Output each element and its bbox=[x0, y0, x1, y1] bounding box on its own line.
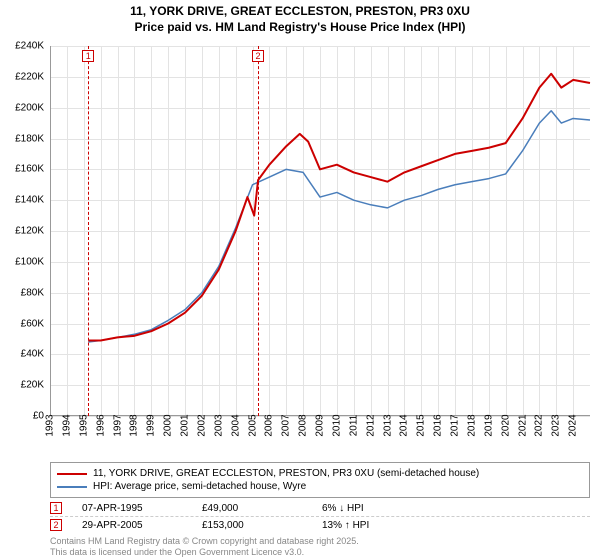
transaction-marker: 2 bbox=[50, 519, 62, 531]
chart-plot-area: 12 £0£20K£40K£60K£80K£100K£120K£140K£160… bbox=[50, 46, 590, 416]
y-tick-label: £100K bbox=[15, 256, 44, 267]
y-tick-label: £240K bbox=[15, 41, 44, 52]
transaction-marker: 1 bbox=[50, 502, 62, 514]
x-tick-label: 2015 bbox=[416, 414, 427, 436]
x-tick-label: 2022 bbox=[534, 414, 545, 436]
y-tick-label: £0 bbox=[33, 411, 44, 422]
x-tick-label: 2012 bbox=[365, 414, 376, 436]
legend-item: HPI: Average price, semi-detached house,… bbox=[57, 480, 583, 493]
transaction-price: £49,000 bbox=[202, 503, 302, 514]
x-tick-label: 2010 bbox=[331, 414, 342, 436]
legend-item: 11, YORK DRIVE, GREAT ECCLESTON, PRESTON… bbox=[57, 467, 583, 480]
x-tick-label: 1998 bbox=[129, 414, 140, 436]
y-tick-label: £60K bbox=[21, 318, 44, 329]
transaction-price: £153,000 bbox=[202, 520, 302, 531]
y-tick-label: £200K bbox=[15, 102, 44, 113]
x-tick-label: 2007 bbox=[281, 414, 292, 436]
x-tick-label: 2013 bbox=[382, 414, 393, 436]
transaction-row: 1 07-APR-1995 £49,000 6% ↓ HPI bbox=[50, 500, 590, 517]
marker-box: 2 bbox=[252, 50, 264, 62]
x-tick-label: 2017 bbox=[450, 414, 461, 436]
x-tick-label: 2011 bbox=[348, 415, 359, 437]
marker-box: 1 bbox=[82, 50, 94, 62]
x-tick-label: 2003 bbox=[213, 414, 224, 436]
x-tick-label: 2014 bbox=[399, 414, 410, 436]
x-tick-label: 1994 bbox=[61, 414, 72, 436]
y-tick-label: £120K bbox=[15, 226, 44, 237]
marker-vline bbox=[88, 46, 89, 416]
transaction-row: 2 29-APR-2005 £153,000 13% ↑ HPI bbox=[50, 517, 590, 533]
series-line bbox=[88, 111, 590, 342]
x-tick-label: 2001 bbox=[180, 414, 191, 436]
series-line bbox=[88, 74, 590, 341]
x-tick-label: 2006 bbox=[264, 414, 275, 436]
y-tick-label: £220K bbox=[15, 71, 44, 82]
x-tick-label: 1997 bbox=[112, 414, 123, 436]
y-tick-label: £40K bbox=[21, 349, 44, 360]
chart-svg bbox=[50, 46, 590, 416]
footer-line2: This data is licensed under the Open Gov… bbox=[50, 547, 359, 558]
y-tick-label: £160K bbox=[15, 164, 44, 175]
legend-swatch bbox=[57, 486, 87, 488]
x-tick-label: 1993 bbox=[45, 414, 56, 436]
footer-line1: Contains HM Land Registry data © Crown c… bbox=[50, 536, 359, 547]
x-tick-label: 2023 bbox=[551, 414, 562, 436]
chart-legend: 11, YORK DRIVE, GREAT ECCLESTON, PRESTON… bbox=[50, 462, 590, 498]
title-line1: 11, YORK DRIVE, GREAT ECCLESTON, PRESTON… bbox=[0, 4, 600, 20]
y-tick-label: £180K bbox=[15, 133, 44, 144]
x-tick-label: 2004 bbox=[230, 414, 241, 436]
legend-label: HPI: Average price, semi-detached house,… bbox=[93, 481, 306, 492]
x-tick-label: 2019 bbox=[483, 414, 494, 436]
x-tick-label: 2020 bbox=[500, 414, 511, 436]
x-tick-label: 2009 bbox=[315, 414, 326, 436]
transaction-date: 29-APR-2005 bbox=[82, 520, 182, 531]
legend-label: 11, YORK DRIVE, GREAT ECCLESTON, PRESTON… bbox=[93, 468, 479, 479]
x-tick-label: 2000 bbox=[163, 414, 174, 436]
transaction-date: 07-APR-1995 bbox=[82, 503, 182, 514]
x-tick-label: 2005 bbox=[247, 414, 258, 436]
transaction-delta: 6% ↓ HPI bbox=[322, 503, 442, 514]
x-tick-label: 1999 bbox=[146, 414, 157, 436]
y-tick-label: £140K bbox=[15, 195, 44, 206]
legend-swatch bbox=[57, 473, 87, 475]
x-tick-label: 2018 bbox=[466, 414, 477, 436]
y-tick-label: £80K bbox=[21, 287, 44, 298]
y-tick-label: £20K bbox=[21, 380, 44, 391]
title-line2: Price paid vs. HM Land Registry's House … bbox=[0, 20, 600, 36]
marker-vline bbox=[258, 46, 259, 416]
footer-attribution: Contains HM Land Registry data © Crown c… bbox=[50, 536, 359, 558]
x-tick-label: 2021 bbox=[517, 414, 528, 436]
chart-title: 11, YORK DRIVE, GREAT ECCLESTON, PRESTON… bbox=[0, 0, 600, 35]
x-tick-label: 2024 bbox=[568, 414, 579, 436]
x-tick-label: 1995 bbox=[78, 414, 89, 436]
x-tick-label: 2016 bbox=[433, 414, 444, 436]
x-tick-label: 2002 bbox=[196, 414, 207, 436]
x-tick-label: 2008 bbox=[298, 414, 309, 436]
transaction-delta: 13% ↑ HPI bbox=[322, 520, 442, 531]
x-tick-label: 1996 bbox=[95, 414, 106, 436]
transactions-table: 1 07-APR-1995 £49,000 6% ↓ HPI 2 29-APR-2005 £… bbox=[50, 500, 590, 533]
